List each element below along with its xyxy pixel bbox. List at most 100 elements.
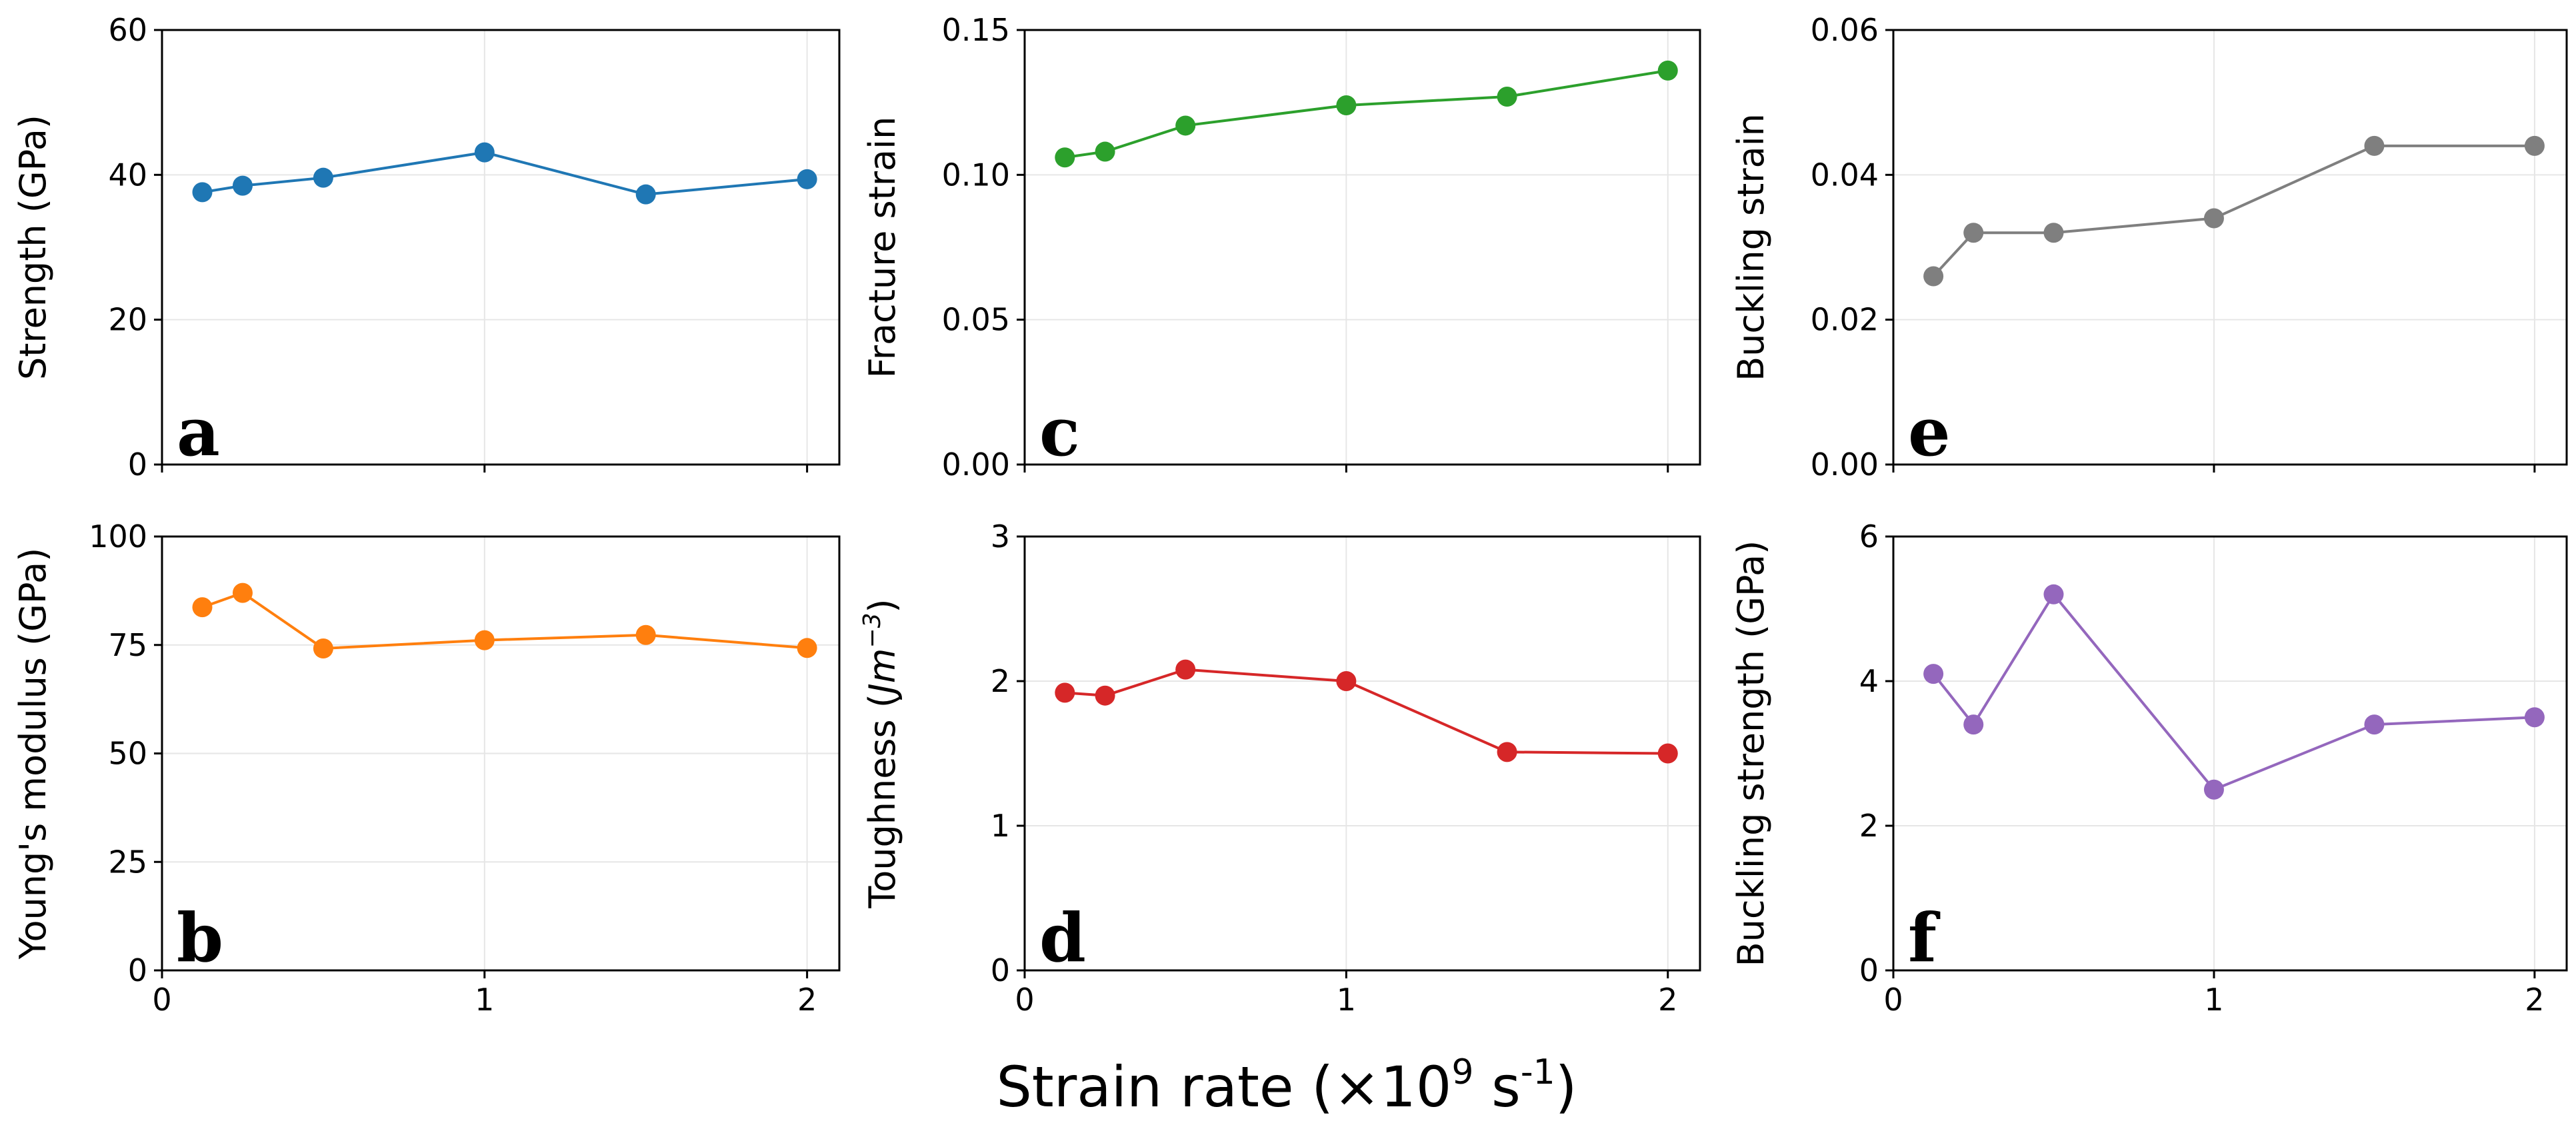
y-axis-label-unit: Jm <box>861 648 903 700</box>
y-axis-label: Young's modulus (GPa) <box>12 548 54 960</box>
panel-letter: a <box>177 393 220 471</box>
y-tick-label: 25 <box>108 844 147 880</box>
x-tick-label: 0 <box>152 982 171 1018</box>
axes-frame <box>161 29 841 466</box>
y-tick-label: 0.10 <box>942 157 1010 193</box>
panel-letter: c <box>1039 393 1080 471</box>
data-point <box>1175 659 1196 680</box>
x-tick-label: 0 <box>1883 982 1903 1018</box>
x-tick-label: 1 <box>475 982 494 1018</box>
data-point <box>232 175 253 196</box>
data-point <box>192 182 213 203</box>
y-axis-label-text: Buckling strain <box>1730 113 1772 381</box>
y-tick-label: 1 <box>991 808 1010 844</box>
y-tick-label: 0 <box>128 447 147 483</box>
series-line <box>1932 592 2535 792</box>
y-tick-label: 6 <box>1859 519 1879 555</box>
data-point <box>313 167 333 188</box>
data-point <box>1923 266 1944 287</box>
panel-a: 0 20 40 60 Strength (GPa) a <box>12 12 841 483</box>
data-point <box>474 142 495 163</box>
data-point <box>2043 223 2064 243</box>
data-point <box>192 597 213 618</box>
data-point <box>1497 742 1517 762</box>
series-line <box>201 591 807 650</box>
data-point <box>232 582 253 603</box>
y-axis-label: Buckling strength (GPa) <box>1730 541 1772 967</box>
y-tick-label: 0.15 <box>942 12 1010 48</box>
data-point <box>2203 779 2224 800</box>
panel-d: 0 1 2 3 0 1 2 Toughness (Jm−3) d <box>859 519 1701 1018</box>
y-tick-label: 0.05 <box>942 302 1010 338</box>
data-point <box>2203 208 2224 229</box>
y-tick-label: 100 <box>89 519 147 555</box>
data-point <box>2364 714 2385 735</box>
data-point <box>1963 223 1984 243</box>
y-axis-label: Buckling strain <box>1730 113 1772 381</box>
data-point <box>1657 60 1678 81</box>
y-tick-label: 2 <box>1859 808 1879 844</box>
axes-frame <box>1892 535 2568 972</box>
data-point <box>1055 682 1075 703</box>
x-tick-label: 2 <box>1658 982 1677 1018</box>
y-tick-label: 0.06 <box>1811 12 1879 48</box>
panel-b: 0 25 50 75 100 0 1 2 Young's modulus (GPa) b <box>12 519 841 1018</box>
panel-e: 0.00 0.02 0.04 0.06 Buckling strain e <box>1730 12 2568 483</box>
data-point <box>2364 135 2385 156</box>
axes-frame <box>1023 29 1701 466</box>
x-tick-label: 2 <box>797 982 817 1018</box>
series-line <box>202 151 807 196</box>
y-axis-label-text: Fracture strain <box>861 117 903 379</box>
common-xlabel: Strain rate (×109 s-1) <box>996 1052 1577 1120</box>
series-line <box>1065 69 1669 159</box>
data-point <box>1923 664 1944 684</box>
y-tick-label: 0 <box>1859 952 1879 988</box>
y-tick-label: 60 <box>108 12 147 48</box>
data-point <box>635 184 656 205</box>
panel-letter: d <box>1039 898 1086 977</box>
panel-c: 0.00 0.05 0.10 0.15 Fracture strain c <box>861 12 1701 483</box>
y-axis-label-text: Strength (GPa) <box>12 115 54 380</box>
data-point <box>1657 743 1678 764</box>
y-tick-label: 4 <box>1859 663 1879 699</box>
data-point <box>1336 671 1357 691</box>
data-point <box>1175 115 1196 136</box>
y-tick-label: 0.00 <box>942 447 1010 483</box>
data-point <box>2524 707 2545 728</box>
data-point <box>313 638 333 658</box>
panel-f: 0 2 4 6 0 1 2 Buckling strength (GPa) f <box>1730 519 2568 1018</box>
x-tick-label: 1 <box>2204 982 2223 1018</box>
data-point <box>1336 95 1357 116</box>
y-tick-label: 40 <box>108 157 147 193</box>
data-point <box>797 169 817 189</box>
panel-letter: f <box>1908 898 1941 977</box>
panel-letter: e <box>1908 393 1951 471</box>
y-tick-label: 50 <box>108 736 147 772</box>
y-axis-label-text: Buckling strength (GPa) <box>1730 541 1772 967</box>
axes-frame <box>1892 29 2568 466</box>
y-tick-label: 0.04 <box>1811 157 1879 193</box>
y-axis-label-text: Young's modulus (GPa) <box>12 548 54 960</box>
y-tick-label: 0.02 <box>1811 302 1879 338</box>
x-tick-label: 1 <box>1337 982 1356 1018</box>
y-axis-label: Toughness (Jm−3) <box>859 598 903 908</box>
y-axis-label-text: Toughness ( <box>861 694 903 909</box>
data-point <box>1497 86 1517 107</box>
y-tick-label: 20 <box>108 302 147 338</box>
y-tick-label: 0 <box>128 952 147 988</box>
data-point <box>2043 584 2064 604</box>
y-axis-label-exp: −3 <box>859 612 886 648</box>
x-tick-label: 0 <box>1015 982 1034 1018</box>
y-tick-label: 75 <box>108 627 147 663</box>
panel-letter: b <box>177 898 223 977</box>
y-tick-label: 0 <box>991 952 1010 988</box>
data-point <box>1055 147 1075 168</box>
y-axis-label-close: ) <box>861 598 903 612</box>
y-tick-label: 0.00 <box>1811 447 1879 483</box>
data-point <box>474 630 495 650</box>
data-point <box>1095 141 1115 162</box>
data-point <box>1963 714 1984 735</box>
y-tick-label: 2 <box>991 663 1010 699</box>
data-point <box>635 624 656 645</box>
